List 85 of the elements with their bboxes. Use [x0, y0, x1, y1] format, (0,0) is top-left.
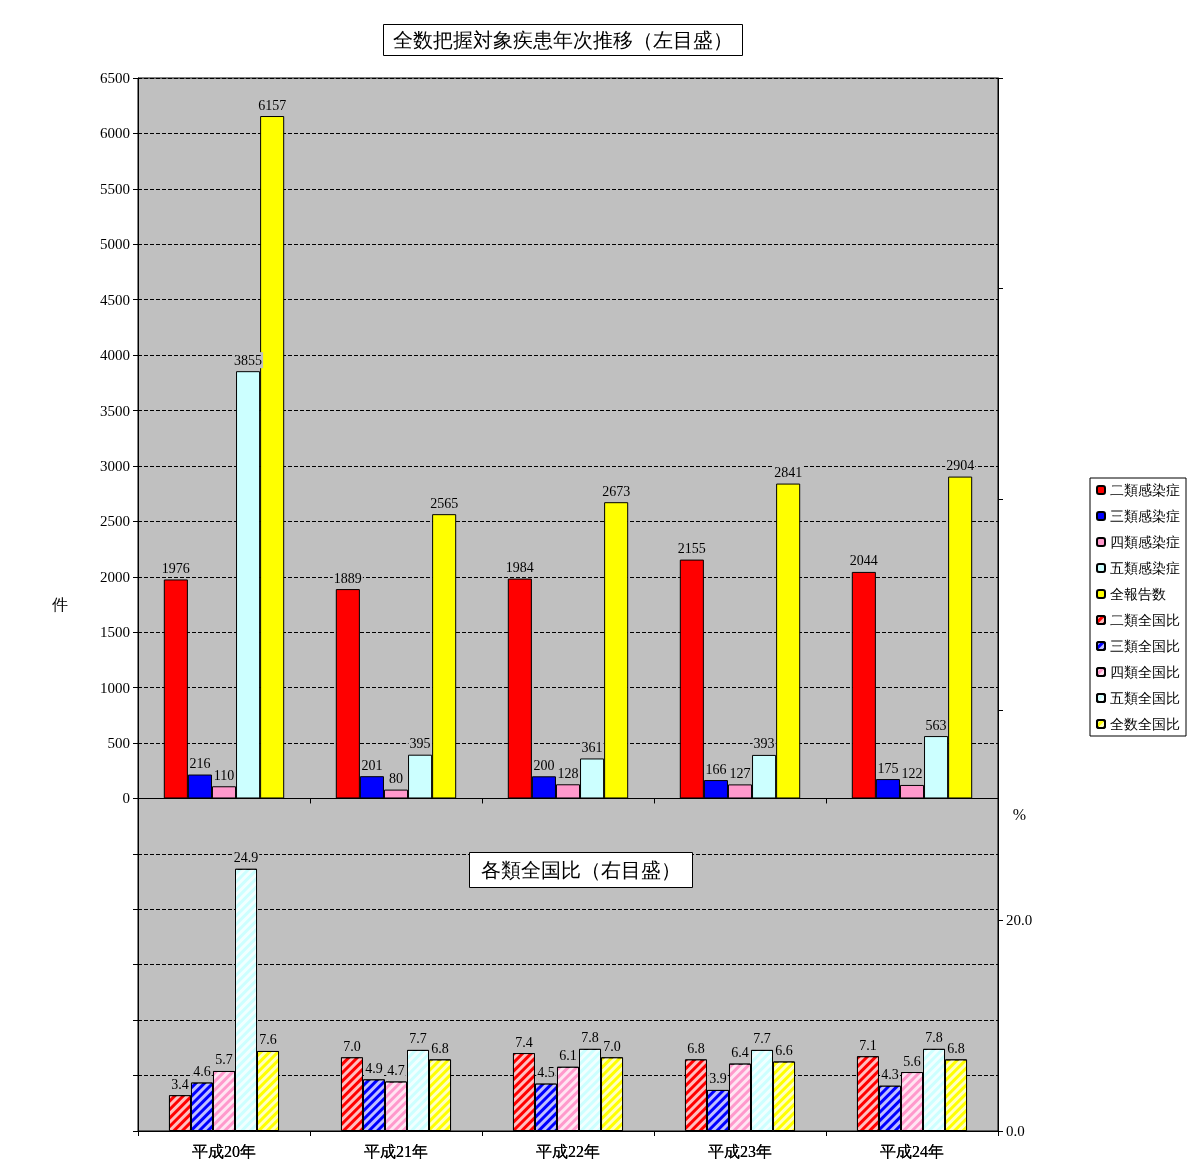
data-label: 2841	[774, 465, 803, 481]
data-label: 2565	[430, 495, 459, 511]
y-axis-title: 件	[52, 596, 68, 613]
data-label: 4.5	[537, 1065, 555, 1081]
data-label: 175	[877, 760, 899, 776]
data-label: 80	[389, 771, 403, 787]
data-label: 7.7	[753, 1031, 771, 1047]
y-tick-label: 5500	[100, 180, 130, 197]
legend-label: 三類全国比	[1110, 638, 1180, 654]
legend-label: 三類感染症	[1110, 508, 1180, 524]
legend-label: 五類感染症	[1110, 560, 1180, 576]
data-label: 7.0	[343, 1038, 361, 1054]
data-label: 7.8	[925, 1030, 943, 1046]
legend-label: 全数全国比	[1110, 716, 1180, 732]
data-label: 6.4	[731, 1045, 749, 1061]
y-tick-label: 0	[122, 790, 130, 807]
data-label: 7.8	[581, 1030, 599, 1046]
data-label: 4.7	[387, 1063, 405, 1079]
legend-label: 二類感染症	[1110, 482, 1180, 498]
data-label: 6.8	[687, 1040, 705, 1056]
data-label: 3.4	[171, 1076, 189, 1092]
data-label: 4.3	[881, 1067, 899, 1083]
data-label: 6157	[258, 97, 287, 113]
y-tick-label: 3000	[100, 457, 130, 474]
text: 各類全国比（右目盛）	[481, 859, 681, 881]
data-label: 393	[753, 736, 775, 752]
y2-axis-title: %	[1012, 805, 1026, 823]
data-label: 110	[213, 767, 235, 783]
data-label: 4.6	[193, 1064, 211, 1080]
x-tick-label: 平成21年	[364, 1142, 428, 1160]
y-tick-label: 4500	[100, 291, 130, 308]
x-tick-label: 平成22年	[536, 1142, 600, 1160]
chart-title: 全数把握対象疾患年次推移（左目盛）	[393, 29, 733, 51]
y-tick-label: 1000	[100, 679, 130, 696]
data-label: 563	[925, 717, 947, 733]
data-label: 6.8	[947, 1040, 965, 1056]
data-label: 128	[557, 765, 579, 781]
data-label: 2904	[946, 458, 975, 474]
data-label: 166	[705, 761, 727, 777]
x-tick-label: 平成23年	[708, 1142, 772, 1160]
legend-label: 四類感染症	[1110, 534, 1180, 550]
data-label: 7.4	[515, 1034, 533, 1050]
data-label: 6.8	[431, 1040, 449, 1056]
data-label: 216	[189, 756, 211, 772]
y-tick-label: 6500	[100, 70, 130, 86]
data-label: 4.9	[365, 1060, 383, 1076]
y-tick-label: 5000	[100, 236, 130, 253]
x-tick-label: 平成20年	[192, 1142, 256, 1160]
y-tick-label: 3500	[100, 402, 130, 419]
legend-label: 五類全国比	[1110, 690, 1180, 706]
data-label: 24.9	[233, 850, 259, 866]
y2-tick-label: 20.0	[1006, 912, 1033, 929]
legend-label: 全報告数	[1110, 586, 1166, 602]
data-label: 5.7	[215, 1052, 233, 1068]
data-label: 7.0	[603, 1038, 621, 1054]
data-label: 1984	[505, 560, 534, 576]
data-label: 3855	[234, 352, 263, 368]
data-label: 5.6	[903, 1053, 921, 1069]
y-tick-label: 6000	[100, 125, 130, 142]
data-label: 2155	[677, 541, 706, 557]
data-label: 122	[901, 766, 923, 782]
y2-tick-label: 0.0	[1006, 1123, 1025, 1139]
data-label: 127	[729, 765, 751, 781]
data-label: 361	[581, 739, 603, 755]
data-label: 7.1	[859, 1037, 877, 1053]
data-label: 6.6	[775, 1043, 793, 1058]
data-label: 7.7	[409, 1031, 427, 1047]
y-tick-label: 4000	[100, 347, 130, 364]
data-label: 200	[533, 757, 555, 773]
y-tick-label: 500	[107, 735, 130, 752]
data-label: 7.6	[259, 1032, 277, 1048]
data-label: 6.1	[559, 1048, 577, 1064]
data-label: 2044	[849, 553, 878, 569]
data-label: 395	[409, 736, 431, 752]
y-tick-label: 2000	[100, 568, 130, 585]
data-label: 2673	[602, 483, 631, 499]
data-label: 1889	[333, 570, 362, 586]
legend-label: 四類全国比	[1110, 664, 1180, 680]
legend-label: 二類全国比	[1110, 612, 1180, 628]
data-label: 201	[361, 757, 383, 773]
data-label: 3.9	[709, 1071, 727, 1087]
data-label: 1976	[161, 560, 190, 576]
y-tick-label: 2500	[100, 513, 130, 530]
x-tick-label: 平成24年	[880, 1142, 944, 1160]
y-tick-label: 1500	[100, 624, 130, 641]
